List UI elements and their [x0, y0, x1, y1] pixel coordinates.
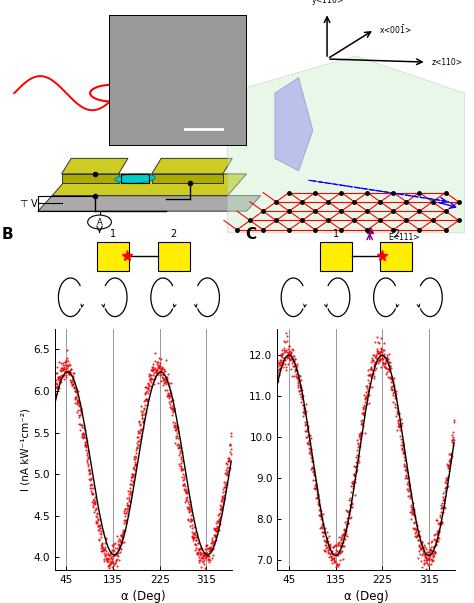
Bar	[380, 242, 412, 271]
Polygon shape	[152, 159, 232, 174]
Text: 2: 2	[171, 229, 177, 239]
X-axis label: α (Deg): α (Deg)	[344, 590, 389, 603]
Text: C: C	[245, 227, 256, 242]
Polygon shape	[275, 78, 313, 171]
Text: $\top$V: $\top$V	[18, 198, 39, 209]
X-axis label: α (Deg): α (Deg)	[121, 590, 166, 603]
Polygon shape	[228, 56, 465, 233]
Ellipse shape	[115, 174, 155, 183]
Polygon shape	[52, 174, 246, 195]
Text: z<110>: z<110>	[431, 58, 462, 66]
Text: E<111>: E<111>	[389, 233, 420, 242]
Text: x<00$\bar{1}$>: x<00$\bar{1}$>	[379, 23, 412, 36]
Bar	[320, 242, 352, 271]
Bar	[157, 242, 190, 271]
Text: 1: 1	[110, 229, 116, 239]
Polygon shape	[62, 159, 128, 174]
Polygon shape	[152, 174, 223, 183]
Text: B: B	[1, 227, 13, 242]
Text: y<1$\bar{1}$0>: y<1$\bar{1}$0>	[310, 0, 344, 8]
Bar	[121, 174, 149, 183]
Polygon shape	[38, 195, 261, 211]
Text: 2: 2	[393, 229, 400, 239]
Polygon shape	[62, 174, 118, 183]
Y-axis label: I (nA kW⁻¹cm⁻²): I (nA kW⁻¹cm⁻²)	[20, 408, 30, 491]
Text: 1: 1	[333, 229, 339, 239]
Ellipse shape	[88, 215, 111, 229]
Text: A: A	[97, 218, 102, 227]
Bar	[97, 242, 129, 271]
